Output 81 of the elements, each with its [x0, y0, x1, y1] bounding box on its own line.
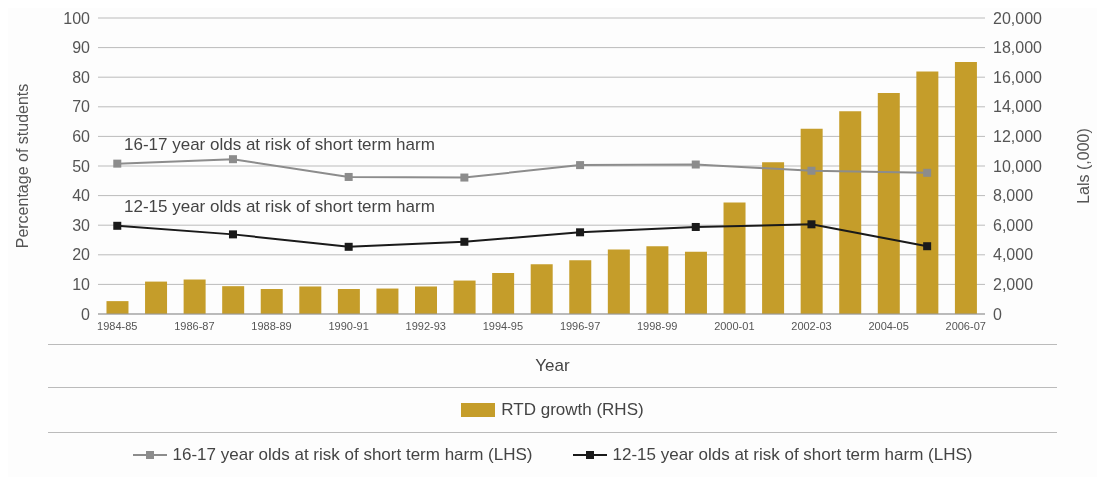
bar	[916, 71, 939, 314]
point	[576, 228, 585, 237]
y2-tick-label: 2,000	[993, 276, 1034, 294]
x-tick-label: 1990-91	[328, 319, 369, 332]
x-tick-label: 1998-99	[637, 319, 678, 332]
y2-axis-title: Lals (,000)	[1074, 128, 1092, 204]
point	[691, 222, 700, 231]
point	[691, 160, 700, 169]
bar	[299, 286, 322, 314]
y2-tick-label: 10,000	[993, 157, 1043, 175]
y-tick-label: 30	[72, 216, 91, 234]
x-tick-label: 2000-01	[714, 319, 755, 332]
bar	[954, 61, 977, 314]
bar	[723, 202, 746, 314]
point	[113, 159, 122, 168]
x-tick-label: 1992-93	[405, 319, 446, 332]
bar	[530, 264, 553, 314]
y-tick-label: 10	[72, 276, 91, 294]
y-tick-label: 80	[72, 68, 91, 86]
y2-tick-label: 18,000	[993, 39, 1043, 57]
x-axis-title: Year	[48, 344, 1057, 387]
point	[344, 242, 353, 251]
bar	[492, 273, 515, 314]
bar	[106, 301, 129, 314]
bar	[800, 128, 823, 314]
bar	[569, 260, 592, 314]
point	[807, 166, 816, 175]
annotation: 12-15 year olds at risk of short term harm	[124, 197, 435, 217]
bar	[646, 246, 669, 314]
bar	[684, 251, 707, 314]
y2-tick-label: 0	[993, 305, 1002, 323]
point	[807, 220, 816, 229]
y2-tick-label: 12,000	[993, 128, 1043, 146]
x-tick-label: 2006-07	[945, 319, 986, 332]
bar	[222, 286, 245, 314]
point	[228, 155, 237, 164]
bar	[145, 281, 168, 314]
bar	[260, 288, 283, 314]
x-tick-label: 2004-05	[868, 319, 909, 332]
bar	[839, 111, 862, 314]
y-tick-label: 100	[63, 9, 91, 27]
y-tick-label: 90	[72, 39, 91, 57]
y2-tick-label: 20,000	[993, 9, 1043, 27]
y-tick-label: 0	[81, 305, 91, 323]
legend-label: 12-15 year olds at risk of short term harm (LHS)	[612, 445, 973, 465]
bar	[337, 288, 360, 314]
x-tick-label: 1984-85	[97, 319, 138, 332]
x-tick-label: 2002-03	[791, 319, 832, 332]
bar	[877, 92, 900, 314]
x-tick-label: 1996-97	[559, 319, 601, 332]
y2-tick-label: 14,000	[993, 98, 1043, 116]
bar	[453, 280, 476, 314]
y-axis-title: Percentage of students	[13, 83, 31, 249]
y2-tick-label: 6,000	[993, 216, 1034, 234]
y2-tick-label: 4,000	[993, 246, 1034, 264]
point	[576, 161, 585, 170]
point	[113, 221, 122, 230]
point	[923, 168, 932, 177]
y-tick-label: 40	[72, 187, 91, 205]
x-tick-label: 1994-95	[482, 319, 524, 332]
point	[460, 173, 469, 182]
annotation: 16-17 year olds at risk of short term harm	[124, 135, 435, 155]
y2-tick-label: 8,000	[993, 187, 1034, 205]
point	[923, 242, 932, 251]
y-tick-label: 70	[72, 98, 91, 116]
point	[228, 230, 237, 239]
bar	[183, 279, 206, 314]
point	[344, 172, 353, 181]
x-tick-label: 1988-89	[251, 319, 292, 332]
y-tick-label: 20	[72, 246, 91, 264]
bar	[762, 162, 785, 314]
x-tick-label: 1986-87	[174, 319, 215, 332]
bar	[376, 288, 399, 314]
legend-label: RTD growth (RHS)	[501, 400, 644, 420]
y2-tick-label: 16,000	[993, 68, 1043, 86]
bar	[607, 249, 630, 314]
bar	[415, 286, 438, 314]
point	[460, 237, 469, 246]
y-tick-label: 60	[72, 128, 91, 146]
legend-label: 16-17 year olds at risk of short term harm (LHS)	[172, 445, 533, 465]
y-tick-label: 50	[72, 157, 91, 175]
